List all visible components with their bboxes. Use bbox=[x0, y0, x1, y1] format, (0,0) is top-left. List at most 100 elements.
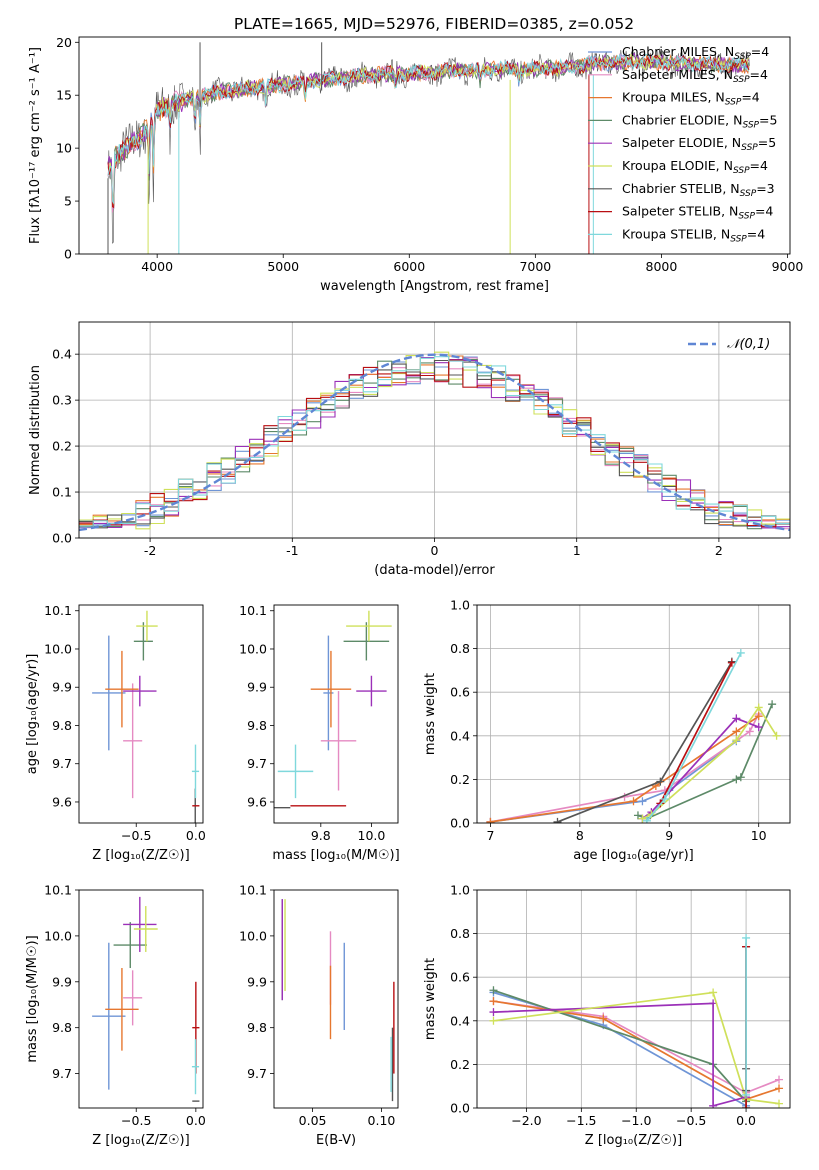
x-tick-label: 7 bbox=[486, 828, 494, 843]
weight-marker-krou_elodie bbox=[754, 703, 763, 712]
x-axis-label: age [log₁₀(age/yr)] bbox=[573, 848, 694, 863]
y-tick-label: 9.7 bbox=[52, 1066, 72, 1081]
y-tick-label: 9.8 bbox=[52, 1020, 72, 1035]
weight-marker-krou_miles bbox=[486, 817, 495, 823]
y-tick-label: 0.4 bbox=[450, 1013, 470, 1028]
weight-marker-krou_elodie bbox=[709, 988, 718, 997]
weight-line-krou_elodie bbox=[493, 991, 780, 1105]
x-axis-label: Z [log₁₀(Z/Z☉)] bbox=[585, 1133, 682, 1148]
x-tick-label: 9 bbox=[665, 828, 673, 843]
axes-age_vs_mass: 9.8 10.0 9.6 9.7 9.8 9.9 10.0 10.1 bbox=[239, 603, 385, 843]
x-tick-label: 8000 bbox=[646, 259, 678, 274]
legend-label: Kroupa STELIB, NSSP=4 bbox=[622, 226, 765, 244]
x-tick-label: 0.10 bbox=[368, 1113, 396, 1128]
y-tick-label: 0.2 bbox=[450, 772, 470, 787]
y-tick-label: 9.9 bbox=[247, 974, 267, 989]
x-tick-label: −0.5 bbox=[676, 1113, 706, 1128]
weight-marker-krou_stelib bbox=[742, 1090, 751, 1099]
y-tick-label: 0.8 bbox=[450, 926, 470, 941]
x-tick-label: −2.0 bbox=[511, 1113, 541, 1128]
legend-label: Salpeter MILES, NSSP=4 bbox=[622, 67, 768, 85]
y-tick-label: 10.0 bbox=[239, 641, 267, 656]
histogram-chab_stelib bbox=[79, 359, 790, 529]
y-tick-label: 10.0 bbox=[44, 641, 72, 656]
x-tick-label: 10 bbox=[751, 828, 767, 843]
x-tick-label: 5000 bbox=[267, 259, 299, 274]
weight-marker-krou_miles bbox=[489, 997, 498, 1006]
y-tick-label: 9.7 bbox=[52, 756, 72, 771]
y-tick-label: 0.2 bbox=[52, 439, 72, 454]
axes-mass_vs_ebv: 0.05 0.10 9.7 9.8 9.9 10.0 10.1 bbox=[239, 883, 395, 1129]
legend-label: Chabrier MILES, NSSP=4 bbox=[622, 44, 769, 62]
errorbars-age_vs_mass bbox=[274, 610, 392, 809]
y-tick-label: 10.0 bbox=[44, 928, 72, 943]
y-tick-label: 0.6 bbox=[450, 685, 470, 700]
x-tick-label: 0.05 bbox=[299, 1113, 327, 1128]
x-axis-label: (data-model)/error bbox=[374, 563, 495, 578]
weight-marker-krou_stelib bbox=[642, 816, 651, 823]
y-tick-label: 10.1 bbox=[44, 883, 72, 898]
weight-marker-krou_miles bbox=[629, 797, 638, 806]
y-tick-label: 10.0 bbox=[239, 928, 267, 943]
y-axis-label: age [log₁₀(age/yr)] bbox=[25, 654, 40, 775]
y-tick-label: 5 bbox=[64, 194, 72, 209]
age_vs_mass-frame bbox=[273, 604, 399, 824]
y-axis-label: mass weight bbox=[423, 958, 438, 1040]
x-tick-label: 4000 bbox=[141, 259, 173, 274]
figure-title: PLATE=1665, MJD=52976, FIBERID=0385, z=0… bbox=[234, 15, 634, 33]
y-tick-label: 0 bbox=[64, 247, 72, 262]
x-axis-label: mass [log₁₀(M/M☉)] bbox=[272, 848, 399, 863]
weight-marker-krou_elodie bbox=[489, 1016, 498, 1025]
weight-marker-chab_elodie bbox=[633, 811, 642, 820]
weight-marker-salp_elodie bbox=[489, 1008, 498, 1017]
weight-marker-krou_miles bbox=[775, 1084, 784, 1093]
weight-line-salp_elodie bbox=[493, 1002, 747, 1107]
weight-marker-salp_elodie bbox=[754, 723, 763, 732]
weight-marker-krou_elodie bbox=[732, 736, 741, 745]
legend-label: Chabrier ELODIE, NSSP=5 bbox=[622, 112, 777, 130]
mass_vs_Z-frame bbox=[78, 889, 204, 1109]
legend-label: Kroupa MILES, NSSP=4 bbox=[622, 90, 760, 108]
weight-marker-chab_stelib bbox=[656, 777, 665, 786]
x-tick-label: 10.0 bbox=[358, 828, 386, 843]
y-tick-label: 9.6 bbox=[52, 794, 72, 809]
weight-marker-krou_elodie bbox=[772, 731, 781, 740]
x-tick-label: 0.0 bbox=[186, 1113, 206, 1128]
y-tick-label: 10 bbox=[56, 141, 72, 156]
y-tick-label: 0.6 bbox=[450, 970, 470, 985]
x-tick-label: -1 bbox=[286, 543, 298, 558]
weight_vs_age-frame bbox=[476, 604, 791, 824]
x-tick-label: 9.8 bbox=[311, 828, 331, 843]
weight-lines-weight_vs_Z bbox=[489, 933, 784, 1108]
x-axis-label: E(B-V) bbox=[316, 1133, 356, 1148]
weight-marker-salp_miles bbox=[745, 727, 754, 736]
weight-marker-chab_elodie bbox=[736, 773, 745, 782]
x-tick-label: 2 bbox=[715, 543, 723, 558]
y-tick-label: 9.8 bbox=[247, 718, 267, 733]
weight-marker-krou_miles bbox=[599, 1014, 608, 1023]
weight-lines-weight_vs_age bbox=[486, 648, 781, 823]
y-tick-label: 15 bbox=[56, 88, 72, 103]
x-tick-label: 6000 bbox=[393, 259, 425, 274]
spectrum-legend: Chabrier MILES, NSSP=4 Salpeter MILES, NS… bbox=[588, 44, 777, 244]
x-axis-label: Z [log₁₀(Z/Z☉)] bbox=[92, 848, 189, 863]
weight-marker-krou_elodie bbox=[638, 814, 647, 823]
legend-label: Kroupa ELODIE, NSSP=4 bbox=[622, 158, 768, 176]
histograms bbox=[79, 351, 790, 532]
y-tick-label: 0.4 bbox=[52, 347, 72, 362]
errorbars-mass_vs_Z bbox=[92, 896, 200, 1102]
weight-marker-salp_miles bbox=[775, 1075, 784, 1084]
y-tick-label: 20 bbox=[56, 35, 72, 50]
weight-marker-chab_stelib bbox=[553, 817, 562, 823]
spectrum-lines bbox=[107, 42, 750, 254]
y-tick-label: 0.3 bbox=[52, 393, 72, 408]
y-tick-label: 1.0 bbox=[450, 883, 470, 898]
y-tick-label: 0.0 bbox=[450, 1101, 470, 1116]
y-tick-label: 9.8 bbox=[247, 1020, 267, 1035]
y-axis-label: mass weight bbox=[423, 673, 438, 755]
weight-marker-krou_stelib bbox=[660, 795, 669, 804]
x-tick-label: 1 bbox=[573, 543, 581, 558]
x-tick-label: −1.0 bbox=[621, 1113, 651, 1128]
y-tick-label: 9.7 bbox=[247, 756, 267, 771]
weight-marker-krou_miles bbox=[732, 727, 741, 736]
